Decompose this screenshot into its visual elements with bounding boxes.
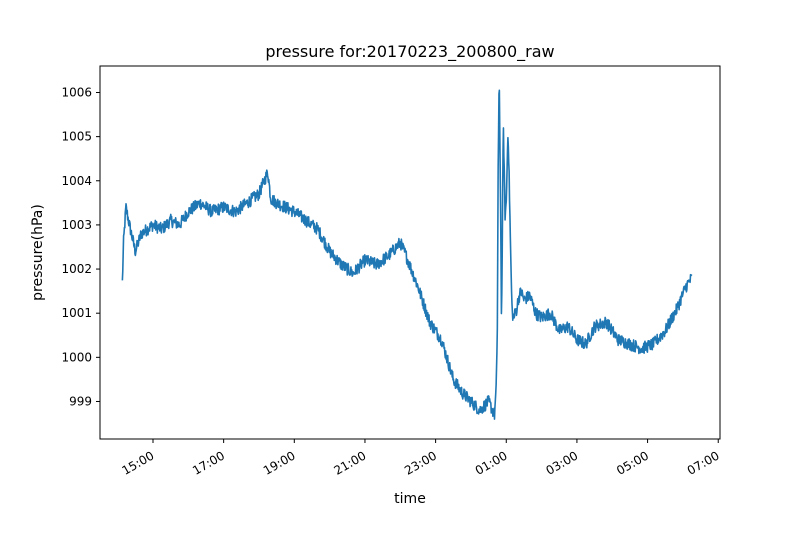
y-tick-label: 999 <box>69 394 92 408</box>
plot-area <box>121 89 693 420</box>
x-tick-label: 01:00 <box>473 448 510 477</box>
y-tick-label: 1001 <box>61 306 92 320</box>
x-tick-label: 19:00 <box>261 448 298 477</box>
x-tick-label: 03:00 <box>543 448 580 477</box>
chart-title: pressure for:20170223_200800_raw <box>265 42 554 62</box>
x-tick-label: 07:00 <box>685 448 722 477</box>
y-tick-label: 1002 <box>61 262 92 276</box>
y-axis: 999 1000 1001 1002 1003 1004 1005 1006 <box>61 85 100 408</box>
x-tick-label: 15:00 <box>120 448 157 477</box>
y-tick-label: 1000 <box>61 350 92 364</box>
pressure-series-line <box>121 89 693 420</box>
x-tick-label: 17:00 <box>190 448 227 477</box>
y-tick-label: 1003 <box>61 218 92 232</box>
x-tick-label: 21:00 <box>331 448 368 477</box>
x-tick-label: 23:00 <box>402 448 439 477</box>
y-tick-label: 1005 <box>61 130 92 144</box>
x-tick-label: 05:00 <box>614 448 651 477</box>
x-axis-label: time <box>394 491 426 507</box>
y-tick-label: 1004 <box>61 174 92 188</box>
x-axis: 15:00 17:00 19:00 21:00 23:00 01:00 03:00 05:00… <box>120 439 722 478</box>
y-axis-label: pressure(hPa) <box>30 204 46 301</box>
y-tick-label: 1006 <box>61 85 92 99</box>
axes-frame <box>99 65 721 440</box>
